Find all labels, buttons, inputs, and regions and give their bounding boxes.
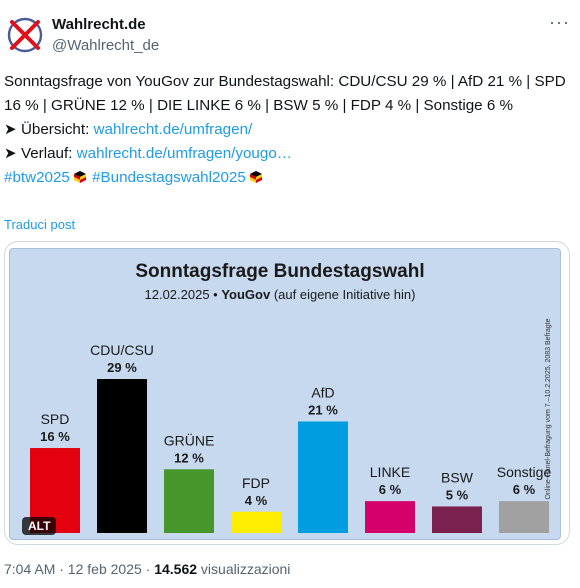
bar-value-6: 5 % xyxy=(446,487,469,502)
overview-line: ➤ Übersicht: wahlrecht.de/umfragen/ xyxy=(4,118,574,142)
bar-value-4: 21 % xyxy=(308,402,338,417)
post-header: Wahlrecht.de @Wahlrecht_de ··· xyxy=(6,12,574,58)
overview-prefix: ➤ Übersicht: xyxy=(4,121,94,138)
bar-label-2: GRÜNE xyxy=(164,431,215,448)
chart-subtitle-date: 12.02.2025 • xyxy=(145,287,222,302)
bar-7 xyxy=(499,501,549,533)
bar-1 xyxy=(97,379,147,533)
more-options-icon[interactable]: ··· xyxy=(549,12,570,32)
chart-side-note: Online-Panel-Befragung vom 7.–10.2.2025,… xyxy=(545,318,552,499)
view-count-label: visualizzazioni xyxy=(197,561,291,577)
chart-subtitle-note: (auf eigene Initiative hin) xyxy=(270,287,415,302)
hashtag-btw2025[interactable]: #btw2025 xyxy=(4,169,70,186)
bar-label-3: FDP xyxy=(242,475,270,491)
bar-value-0: 16 % xyxy=(40,429,70,444)
trend-prefix: ➤ Verlauf: xyxy=(4,145,77,162)
bar-value-7: 6 % xyxy=(513,482,536,497)
post-footer: 7:04 AM · 12 feb 2025 · 14.562 visualizz… xyxy=(4,561,290,577)
bar-value-5: 6 % xyxy=(379,482,402,497)
bar-label-5: LINKE xyxy=(370,464,410,480)
chart-subtitle-source: YouGov xyxy=(221,287,271,302)
overview-link[interactable]: wahlrecht.de/umfragen/ xyxy=(93,121,253,138)
view-count: 14.562 xyxy=(154,561,198,577)
bar-3 xyxy=(231,511,281,533)
bar-6 xyxy=(432,506,482,533)
bar-label-7: Sonstige xyxy=(497,464,552,480)
bar-value-2: 12 % xyxy=(174,450,204,465)
hashtag-bundestagswahl2025[interactable]: #Bundestagswahl2025 xyxy=(92,169,246,186)
bar-label-6: BSW xyxy=(441,469,474,485)
bar-4 xyxy=(298,421,348,533)
bar-value-1: 29 % xyxy=(107,360,137,375)
poll-chart-svg: Sonntagsfrage Bundestagswahl 12.02.2025 … xyxy=(30,261,552,533)
post-timestamp[interactable]: 7:04 AM · 12 feb 2025 · xyxy=(4,561,155,577)
bar-2 xyxy=(164,469,214,533)
account-name[interactable]: Wahlrecht.de xyxy=(52,16,146,33)
bar-value-3: 4 % xyxy=(245,493,268,508)
account-handle[interactable]: @Wahlrecht_de xyxy=(52,37,160,54)
hashtag-line: #btw2025 #Bundestagswahl2025 xyxy=(4,166,574,190)
trend-link[interactable]: wahlrecht.de/umfragen/yougo… xyxy=(76,145,292,162)
bar-label-4: AfD xyxy=(311,384,334,400)
trend-line: ➤ Verlauf: wahlrecht.de/umfragen/yougo… xyxy=(4,142,574,166)
ballot-cross-icon xyxy=(7,17,43,53)
bars-layer: SPD 16 % CDU/CSU 29 % GRÜNE 12 % FDP 4 % AfD 21 %… xyxy=(30,342,551,533)
poll-chart: Sonntagsfrage Bundestagswahl 12.02.2025 … xyxy=(9,248,561,540)
chart-subtitle: 12.02.2025 • YouGov (auf eigene Initiati… xyxy=(145,287,416,302)
translate-post-link[interactable]: Traduci post xyxy=(4,217,76,232)
avatar[interactable] xyxy=(6,16,44,54)
alt-badge[interactable]: ALT xyxy=(22,517,57,535)
bar-label-0: SPD xyxy=(41,411,70,427)
german-ballot-flag-icon xyxy=(72,169,88,185)
post-summary: Sonntagsfrage von YouGov zur Bundestagsw… xyxy=(4,73,566,114)
bar-label-1: CDU/CSU xyxy=(90,342,154,358)
post-text: Sonntagsfrage von YouGov zur Bundestagsw… xyxy=(4,70,574,190)
bar-5 xyxy=(365,501,415,533)
german-ballot-flag-icon xyxy=(248,169,264,185)
post-image[interactable]: Sonntagsfrage Bundestagswahl 12.02.2025 … xyxy=(4,241,570,545)
chart-title: Sonntagsfrage Bundestagswahl xyxy=(135,261,424,282)
